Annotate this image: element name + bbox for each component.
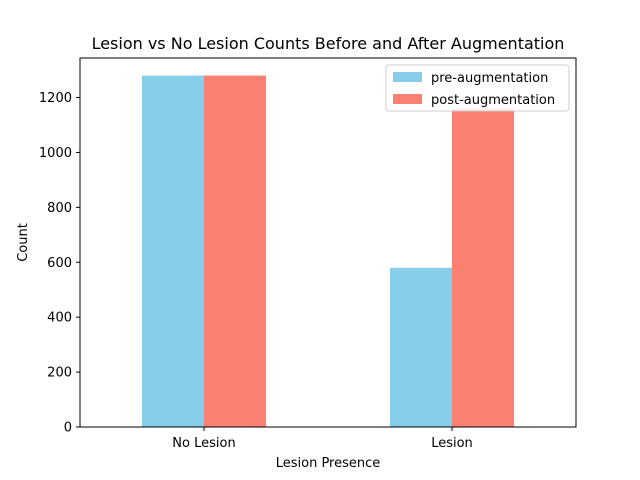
bar-post-augmentation-no-lesion: [204, 75, 266, 428]
y-tick-label: 400: [47, 311, 72, 326]
legend-swatch: [393, 94, 422, 104]
legend: pre-augmentation post-augmentation: [385, 64, 570, 112]
y-tick-label: 0: [64, 421, 72, 436]
y-tick-label: 200: [47, 366, 72, 381]
legend-label: post-augmentation: [431, 93, 555, 108]
legend-swatch: [393, 72, 422, 82]
y-axis-label: Count: [16, 223, 31, 262]
bars-group: [142, 75, 514, 428]
x-axis-label: Lesion Presence: [276, 456, 381, 471]
y-tick-label: 800: [47, 201, 72, 216]
x-tick-label: Lesion: [431, 436, 473, 451]
chart-title: Lesion vs No Lesion Counts Before and Af…: [92, 34, 565, 53]
y-ticks-group: 0 200 400 600 800 1000 1200: [39, 91, 80, 436]
legend-box: [385, 64, 570, 112]
bar-post-augmentation-lesion: [452, 108, 514, 428]
bar-pre-augmentation-lesion: [390, 267, 452, 427]
y-tick-label: 1200: [39, 91, 72, 106]
x-tick-label: No Lesion: [172, 436, 235, 451]
plot-frame: [79, 57, 577, 428]
y-tick-label: 600: [47, 256, 72, 271]
bar-pre-augmentation-no-lesion: [142, 75, 204, 428]
x-ticks-group: No Lesion Lesion: [172, 427, 473, 451]
legend-label: pre-augmentation: [431, 71, 548, 86]
y-tick-label: 1000: [39, 146, 72, 161]
